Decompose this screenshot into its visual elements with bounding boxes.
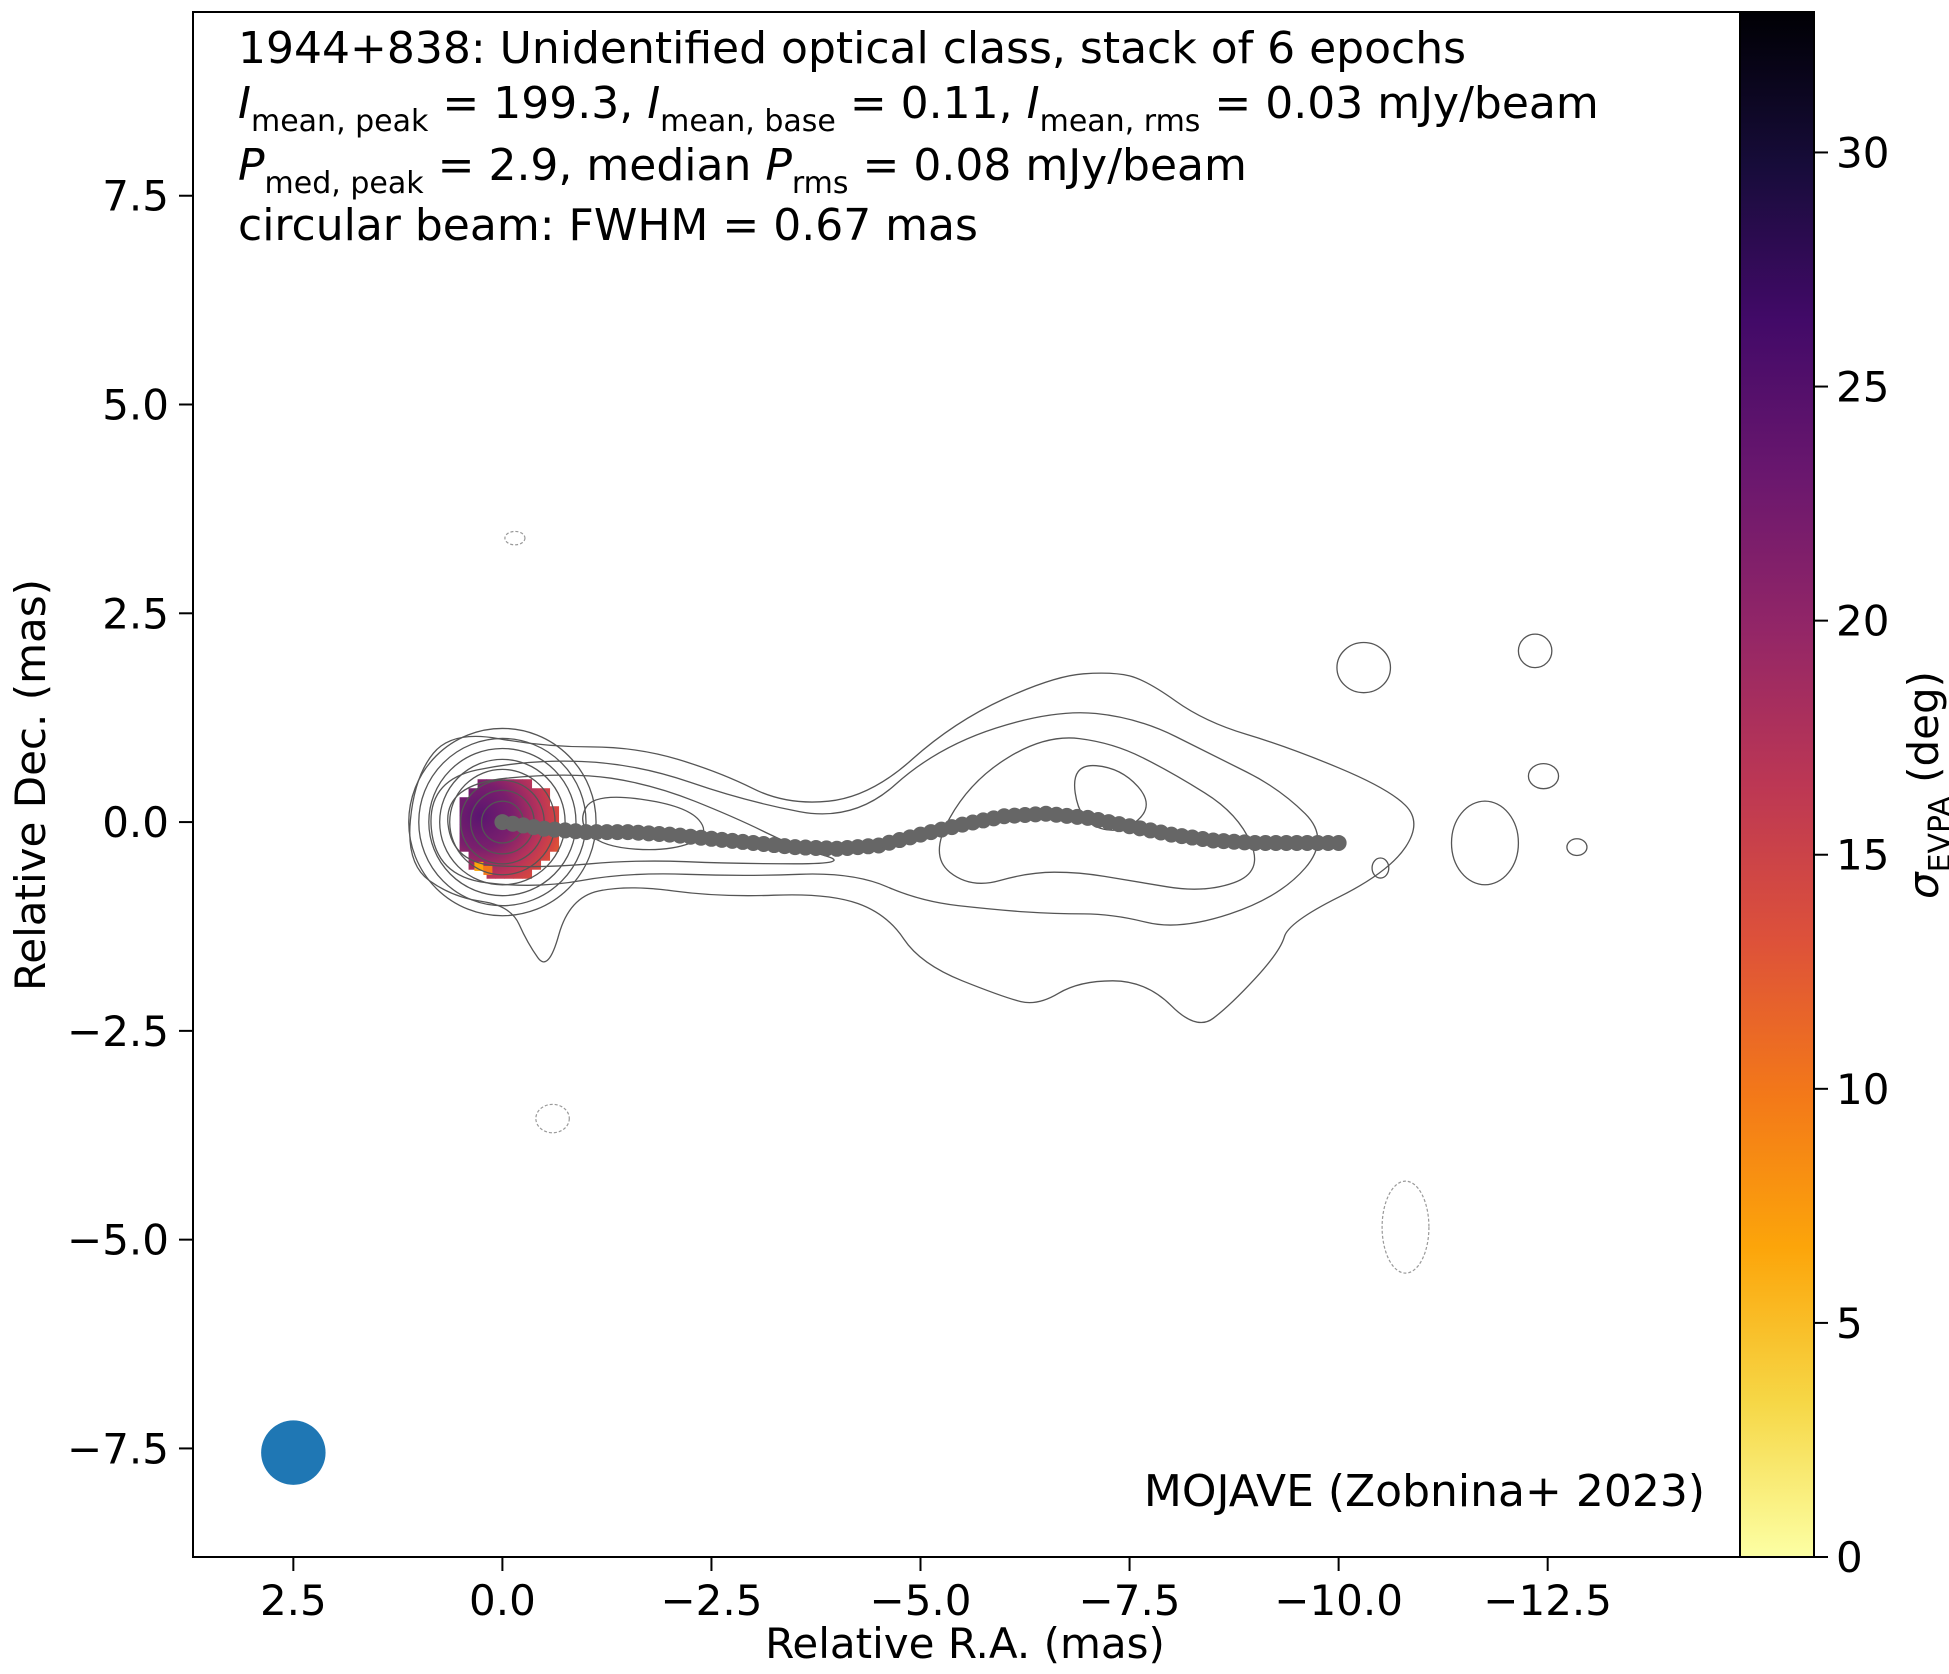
colorbar-tick-label: 15 — [1836, 831, 1889, 880]
negative-contour — [535, 1103, 570, 1134]
i-symbol-1: I — [238, 78, 251, 129]
colorbar-label-unit: (deg) — [1899, 671, 1948, 796]
colorbar — [1739, 11, 1815, 1558]
x-tick-label: 0.0 — [469, 1576, 536, 1625]
core-contour — [428, 747, 577, 897]
y-axis-label: Relative Dec. (mas) — [6, 579, 55, 991]
i-text-3: = 0.03 mJy/beam — [1200, 78, 1598, 129]
p-symbol-1: P — [238, 140, 265, 191]
y-tick-label: −2.5 — [67, 1007, 169, 1056]
x-tick-label: −7.5 — [1079, 1576, 1181, 1625]
colorbar-label-sub: EVPA — [1923, 796, 1949, 873]
i-sub-rms: mean, rms — [1040, 104, 1201, 139]
ridgeline-point — [1330, 834, 1347, 851]
beam-annotation: circular beam: FWHM = 0.67 mas — [238, 200, 978, 251]
colorbar-tick-label: 10 — [1836, 1065, 1889, 1114]
y-axis-ticks: 7.5 5.0 2.5 0.0 −2.5 −5.0 −7.5 — [67, 172, 193, 1473]
plot-area — [261, 530, 1588, 1485]
y-tick-label: 2.5 — [102, 589, 169, 638]
y-tick-label: 0.0 — [102, 798, 169, 847]
i-text-1: = 199.3, — [428, 78, 647, 129]
y-tick-label: −5.0 — [67, 1216, 169, 1265]
intensity-stats: Imean, peak = 199.3, Imean, base = 0.11,… — [238, 78, 1599, 139]
isolated-contour — [1336, 641, 1392, 694]
credit-annotation: MOJAVE (Zobnina+ 2023) — [1144, 1466, 1705, 1517]
colorbar-ticks: 0 5 10 15 20 25 30 — [1814, 128, 1889, 1582]
evpa-edge-pixel — [483, 865, 493, 875]
i-sub-peak: mean, peak — [251, 104, 429, 139]
polarization-stats: Pmed, peak = 2.9, median Prms = 0.08 mJy… — [238, 140, 1247, 201]
x-tick-label: 2.5 — [260, 1576, 327, 1625]
isolated-contour — [1371, 857, 1390, 879]
y-tick-label: 7.5 — [102, 172, 169, 221]
x-tick-label: −5.0 — [870, 1576, 972, 1625]
intensity-contours — [408, 530, 1588, 1274]
isolated-contour — [1527, 762, 1560, 790]
colorbar-label-symbol: σ — [1899, 871, 1948, 899]
isolated-contour — [1517, 633, 1553, 669]
jet-contour — [430, 712, 1319, 926]
colorbar-tick-label: 30 — [1836, 128, 1889, 177]
x-tick-label: −12.5 — [1483, 1576, 1612, 1625]
x-axis-label: Relative R.A. (mas) — [765, 1619, 1165, 1668]
colorbar-tick-label: 5 — [1836, 1299, 1863, 1348]
core-contour — [418, 737, 587, 907]
colorbar-tick-label: 20 — [1836, 597, 1889, 646]
x-tick-label: −2.5 — [660, 1576, 762, 1625]
y-tick-label: 5.0 — [102, 381, 169, 430]
isolated-contour — [1566, 838, 1588, 857]
negative-contour — [1381, 1180, 1430, 1274]
i-text-2: = 0.11, — [836, 78, 1027, 129]
p-sub-peak: med, peak — [265, 166, 425, 201]
x-axis-ticks: 2.5 0.0 −2.5 −5.0 −7.5 −10.0 −12.5 — [260, 1557, 1612, 1625]
p-sub-rms: rms — [792, 166, 849, 201]
colorbar-label: σEVPA (deg) — [1899, 671, 1949, 899]
core-contour — [408, 727, 597, 917]
beam-marker — [261, 1420, 326, 1485]
i-symbol-3: I — [1027, 78, 1040, 129]
chart-title: 1944+838: Unidentified optical class, st… — [238, 23, 1466, 74]
x-tick-label: −10.0 — [1274, 1576, 1403, 1625]
evpa-edge-pixel — [474, 861, 484, 871]
y-tick-label: −7.5 — [67, 1424, 169, 1473]
p-symbol-2: P — [765, 140, 792, 191]
p-text-1: = 2.9, median — [424, 140, 766, 191]
jet-contour — [409, 672, 1415, 1024]
colorbar-tick-label: 0 — [1836, 1533, 1863, 1582]
colorbar-tick-label: 25 — [1836, 363, 1889, 412]
i-sub-base: mean, base — [660, 104, 836, 139]
beam-ellipse — [261, 1420, 326, 1485]
jet-ridgeline — [494, 805, 1347, 857]
jet-contour — [938, 737, 1256, 890]
p-text-2: = 0.08 mJy/beam — [849, 140, 1247, 191]
i-symbol-2: I — [647, 78, 660, 129]
negative-contour — [504, 530, 526, 546]
isolated-contour — [1450, 800, 1520, 886]
